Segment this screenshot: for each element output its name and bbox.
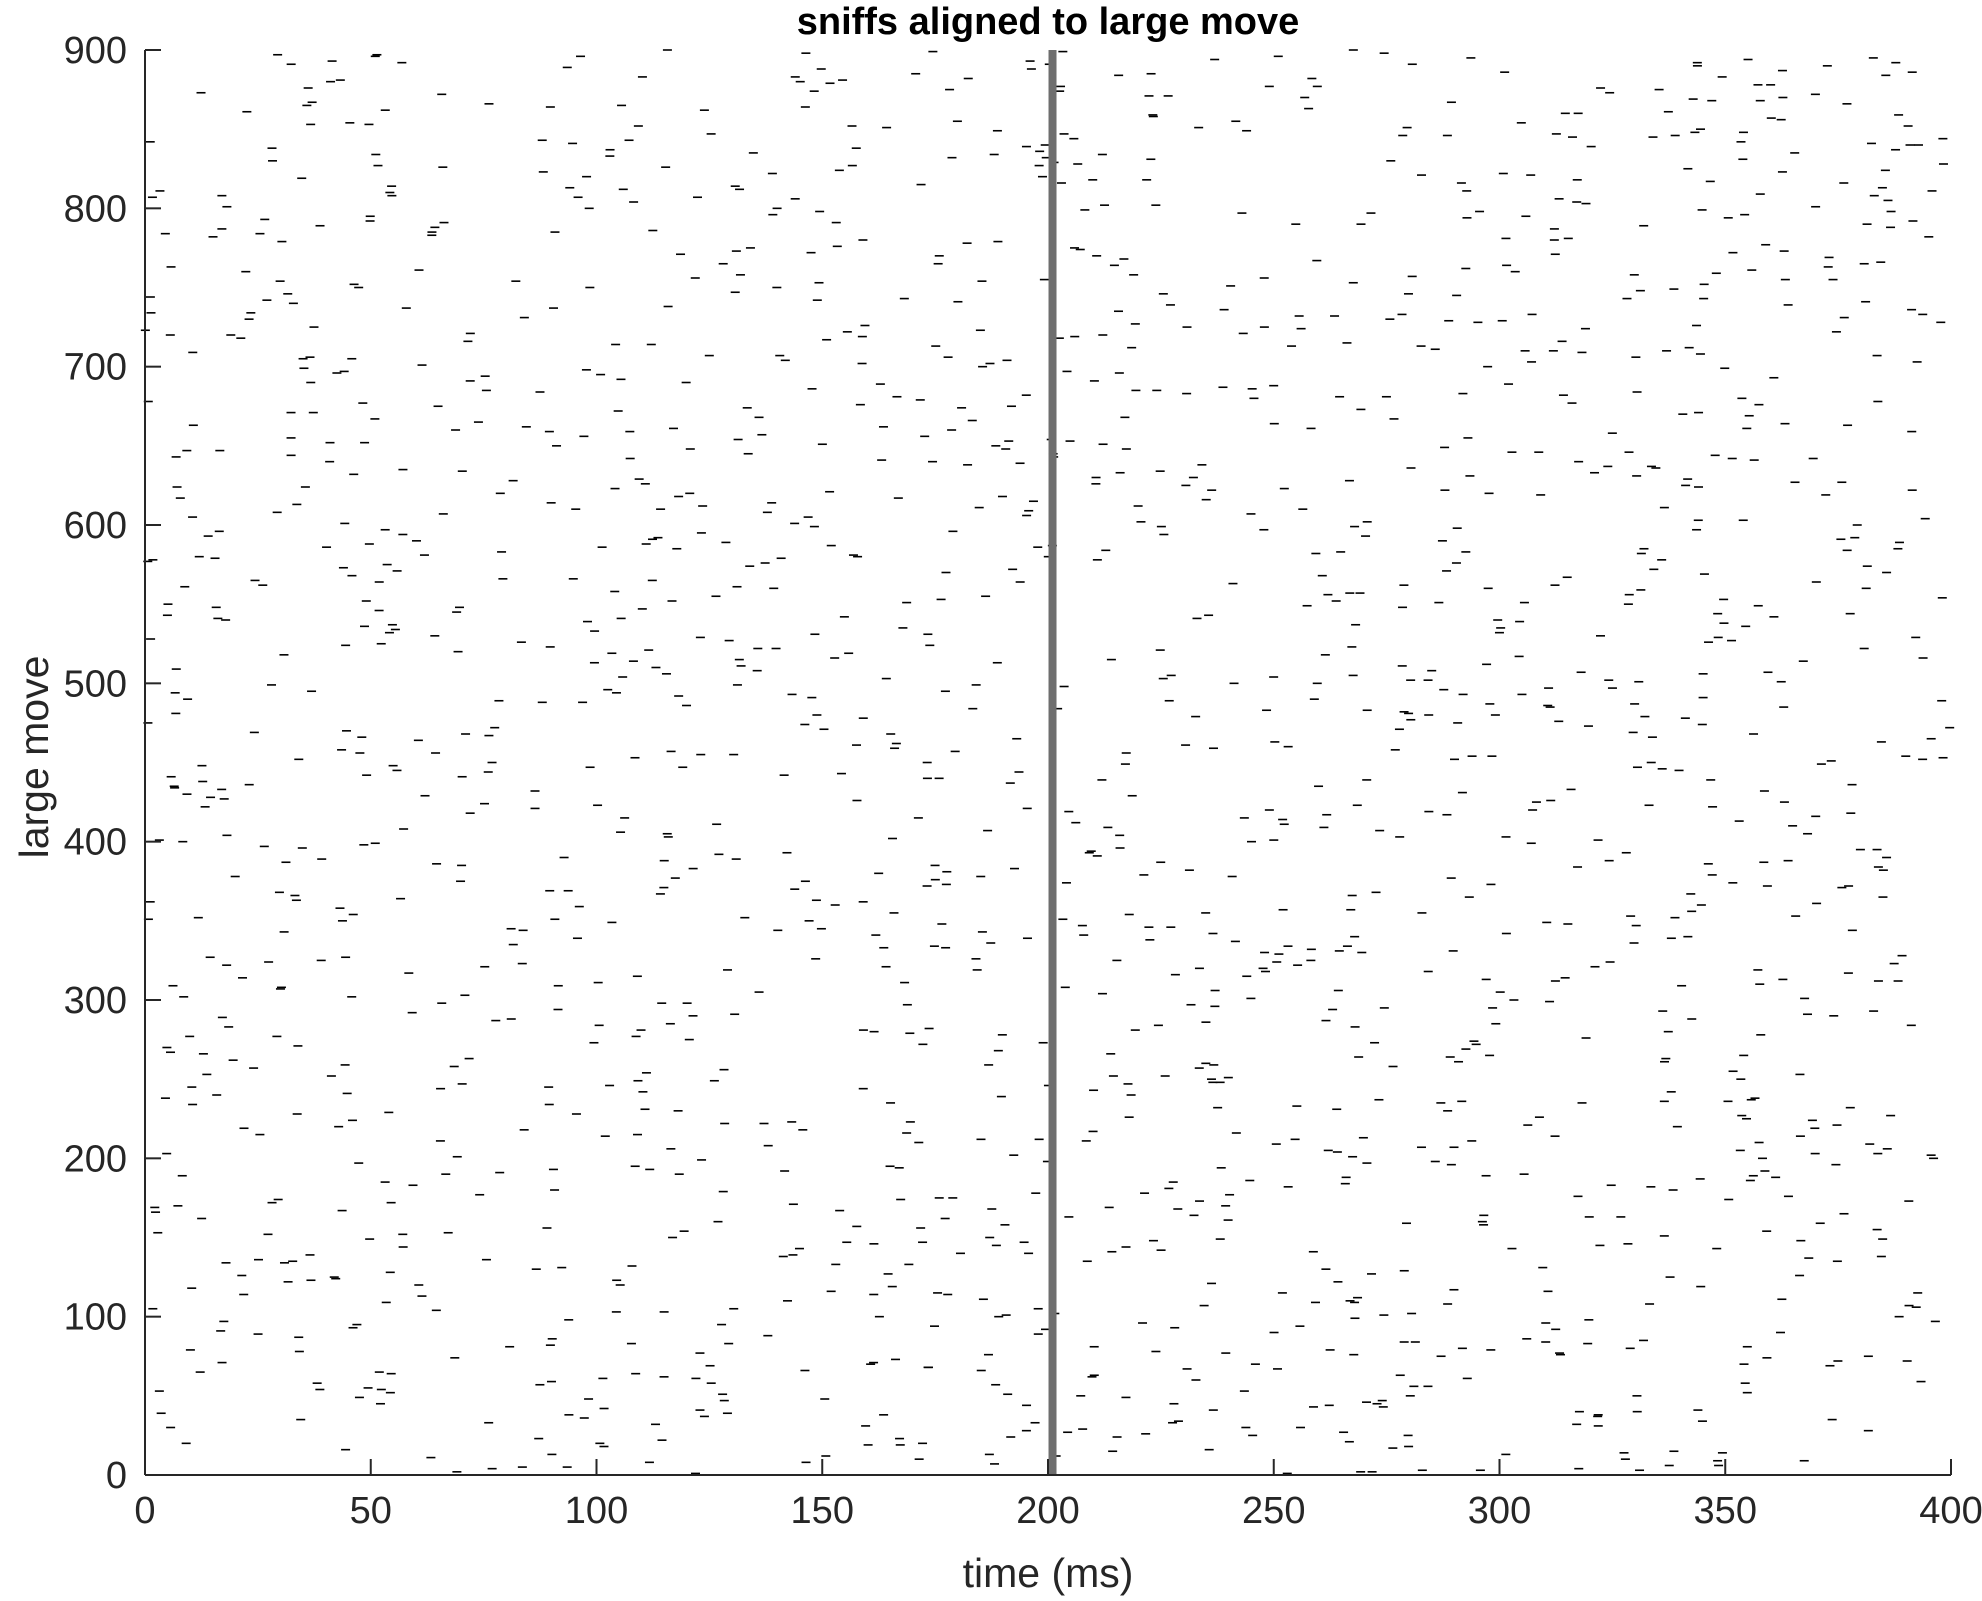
x-tick-label: 250 — [1242, 1490, 1305, 1532]
x-axis-title: time (ms) — [963, 1550, 1134, 1596]
y-tick-label: 400 — [64, 822, 127, 864]
y-tick-label: 700 — [64, 347, 127, 389]
y-tick-label: 0 — [106, 1455, 127, 1497]
x-tick-label: 0 — [134, 1490, 155, 1532]
x-tick-label: 150 — [791, 1490, 854, 1532]
x-tick-label: 200 — [1016, 1490, 1079, 1532]
y-tick-label: 600 — [64, 505, 127, 547]
y-tick-label: 300 — [64, 980, 127, 1022]
y-tick-label: 900 — [64, 30, 127, 72]
y-tick-label: 500 — [64, 663, 127, 705]
y-tick-label: 200 — [64, 1138, 127, 1180]
axes: 0 50 100 150 200 250 300 350 400 0 100 200 300 400 500… — [64, 30, 1982, 1532]
y-tick-label: 100 — [64, 1297, 127, 1339]
x-tick-label: 400 — [1919, 1490, 1982, 1532]
y-axis-title: large move — [11, 656, 57, 859]
x-tick-label: 50 — [350, 1490, 392, 1532]
chart-title: sniffs aligned to large move — [797, 1, 1300, 43]
x-tick-label: 100 — [565, 1490, 628, 1532]
y-tick-label: 800 — [64, 188, 127, 230]
x-tick-label: 350 — [1694, 1490, 1757, 1532]
x-tick-label: 300 — [1468, 1490, 1531, 1532]
